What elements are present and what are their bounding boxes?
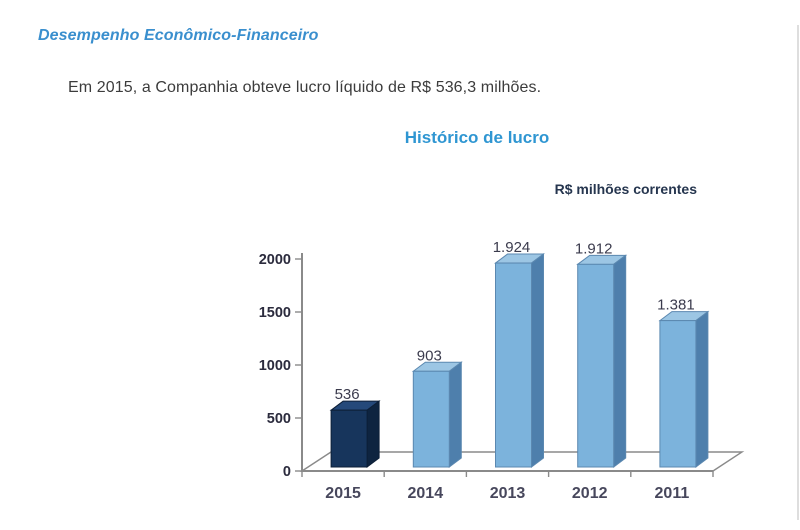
bar-side-face	[366, 400, 380, 468]
bar-value-label: 1.381	[657, 297, 695, 314]
page-edge-line	[797, 25, 799, 520]
bar-front-face	[330, 409, 368, 468]
section-heading: Desempenho Econômico-Financeiro	[38, 27, 319, 44]
chart-units-label: R$ milhões correntes	[554, 181, 697, 197]
bar-2014	[411, 361, 463, 468]
bar-value-label: 1.924	[493, 239, 531, 256]
bar-2013	[494, 253, 545, 468]
profit-history-bar-chart: 0 500 1000 1500 2000 536 2015 903 2014 1.924 2013 1…	[259, 239, 745, 502]
x-axis-label: 2012	[572, 485, 608, 502]
bar-front-face	[659, 320, 697, 468]
bar-front-face	[495, 262, 532, 468]
y-axis-label: 1000	[259, 358, 291, 374]
bar-value-label: 1.912	[575, 240, 613, 257]
bar-side-face	[613, 254, 627, 468]
bar-side-face	[695, 310, 709, 468]
y-axis-label: 2000	[259, 252, 291, 268]
intro-paragraph: Em 2015, a Companhia obteve lucro líquid…	[68, 79, 542, 96]
chart-title: Histórico de lucro	[404, 128, 550, 147]
bar-front-face	[412, 370, 450, 468]
x-axis-label: 2013	[490, 485, 526, 502]
bar-2011	[658, 310, 710, 468]
bar-2015	[329, 400, 381, 468]
x-axis-label: 2015	[325, 485, 361, 502]
bar-2012	[576, 254, 628, 468]
bar-side-face	[448, 361, 462, 468]
y-axis-label: 500	[267, 411, 291, 427]
bar-front-face	[577, 263, 615, 468]
y-axis-label: 1500	[259, 305, 291, 321]
y-axis-label: 0	[283, 464, 291, 480]
x-axis-label: 2014	[408, 485, 444, 502]
x-axis-label: 2011	[655, 485, 690, 502]
bar-side-face	[531, 253, 544, 468]
bar-value-label: 536	[335, 386, 360, 403]
bar-value-label: 903	[417, 347, 442, 364]
